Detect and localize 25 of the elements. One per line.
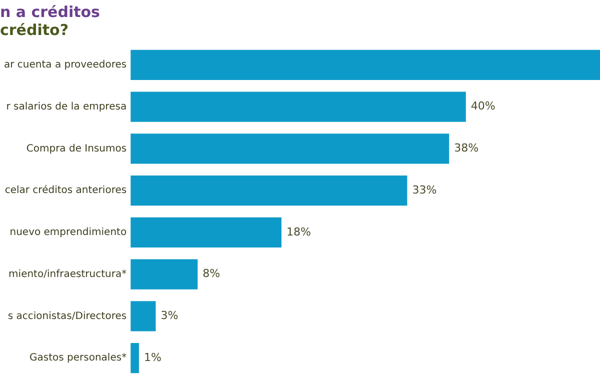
chart-subtitle: crédito? [0, 21, 69, 39]
bar [130, 134, 450, 164]
bar [130, 259, 198, 290]
bar [130, 342, 139, 374]
y-tick-label: nuevo emprendimiento [10, 227, 127, 238]
data-label: 40% [470, 100, 496, 113]
data-label: 33% [412, 183, 437, 196]
y-tick-label: r salarios de la empresa [6, 101, 127, 112]
bar [130, 301, 156, 332]
y-tick-label: Compra de Insumos [26, 143, 127, 154]
data-label: 3% [160, 309, 178, 322]
y-tick-label: miento/infraestructura* [8, 268, 127, 280]
chart-title: n a créditos [0, 3, 100, 21]
data-label: 38% [454, 142, 479, 155]
data-label: 18% [286, 225, 311, 238]
bar [130, 50, 600, 80]
y-tick-label: celar créditos anteriores [4, 185, 127, 196]
data-label: 1% [144, 350, 162, 364]
y-tick-label: Gastos personales* [30, 352, 127, 364]
bar [130, 217, 282, 248]
bar [130, 92, 466, 122]
y-tick-label: ar cuenta a proveedores [4, 60, 127, 71]
data-label: 8% [202, 267, 220, 280]
y-tick-label: s accionistas/Directores [8, 310, 127, 322]
bar [130, 175, 408, 206]
